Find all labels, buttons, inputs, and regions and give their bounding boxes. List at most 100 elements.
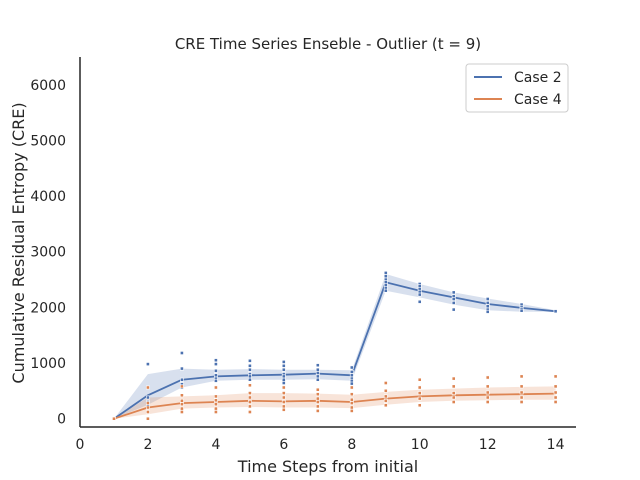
data-point [281, 367, 286, 372]
data-point [485, 384, 490, 389]
data-point [485, 304, 490, 309]
data-point [383, 398, 388, 403]
data-point [417, 299, 422, 304]
data-point [315, 367, 320, 372]
data-point [315, 392, 320, 397]
x-tick-label: 4 [211, 437, 220, 453]
data-point [248, 410, 252, 414]
data-point [146, 416, 150, 421]
data-point [214, 362, 218, 367]
data-point [180, 398, 184, 403]
legend: Case 2 Case 4 [465, 63, 569, 113]
data-point [214, 398, 218, 403]
data-point [248, 400, 252, 404]
data-point [248, 391, 252, 396]
data-point [281, 407, 286, 412]
x-tick-label: 12 [479, 437, 497, 453]
data-point [485, 390, 490, 395]
data-point [519, 384, 524, 389]
data-point [485, 297, 490, 301]
x-axis-label: Time Steps from initial [237, 457, 418, 476]
data-point [451, 300, 456, 305]
data-point [146, 410, 150, 414]
data-point [553, 374, 558, 379]
data-point [315, 371, 320, 375]
data-point [315, 363, 320, 368]
data-points [112, 270, 558, 421]
series-lines [113, 281, 556, 420]
x-tick-label: 0 [76, 437, 85, 453]
data-point [349, 408, 354, 413]
data-point [180, 366, 184, 371]
data-point [281, 377, 286, 382]
data-point [281, 381, 286, 385]
data-point [485, 300, 490, 305]
data-point [349, 381, 354, 386]
data-point [383, 403, 388, 408]
data-point [180, 384, 184, 389]
data-point [180, 406, 184, 411]
data-point [383, 270, 388, 275]
confidence-bands [114, 274, 556, 419]
data-point [417, 391, 422, 396]
data-point [553, 384, 558, 389]
data-point [451, 297, 456, 301]
data-point [214, 410, 218, 414]
x-tick-labels: 0 2 4 6 8 10 12 14 [76, 437, 565, 453]
data-point [519, 374, 524, 379]
data-point [315, 408, 320, 413]
y-tick-label: 2000 [30, 300, 66, 316]
y-tick-label: 4000 [30, 189, 66, 205]
data-point [349, 369, 354, 374]
data-point [281, 363, 286, 368]
data-point [383, 381, 388, 385]
x-tick-label: 14 [547, 437, 565, 453]
data-point [180, 351, 184, 355]
data-point [349, 385, 354, 390]
data-point [180, 393, 184, 398]
data-point [214, 406, 218, 411]
data-point [451, 290, 456, 295]
axes [79, 57, 576, 428]
data-point [383, 388, 388, 393]
data-point [112, 416, 116, 421]
y-tick-label: 3000 [30, 245, 66, 261]
data-point [519, 390, 524, 395]
data-point [553, 395, 558, 400]
y-tick-labels: 0 1000 2000 3000 4000 5000 6000 [30, 78, 66, 428]
data-point [214, 373, 218, 378]
legend-label: Case 4 [514, 92, 562, 108]
data-point [383, 394, 388, 399]
data-point [248, 367, 252, 372]
data-point [315, 377, 320, 382]
data-point [248, 383, 252, 388]
data-point [519, 400, 524, 404]
data-point [553, 309, 558, 314]
data-point [214, 385, 218, 390]
data-point [214, 368, 218, 373]
data-point [451, 384, 456, 389]
data-point [485, 375, 490, 380]
data-point [146, 395, 150, 400]
data-point [248, 374, 252, 379]
data-point [315, 404, 320, 409]
series-line-1 [113, 392, 556, 420]
data-point [349, 365, 354, 370]
y-tick-label: 6000 [30, 78, 66, 94]
data-point [451, 391, 456, 396]
x-tick-label: 2 [143, 437, 152, 453]
y-axis-label: Cumulative Residual Entropy (CRE) [9, 102, 28, 383]
data-point [146, 401, 150, 406]
data-point [248, 395, 252, 400]
data-point [485, 309, 490, 314]
data-point [451, 400, 456, 404]
data-point [417, 385, 422, 390]
data-point [349, 397, 354, 402]
ci-band-1 [114, 386, 556, 419]
y-tick-label: 0 [57, 412, 66, 428]
data-point [281, 374, 286, 379]
data-point [281, 385, 286, 390]
data-point [146, 405, 150, 410]
data-point [315, 374, 320, 379]
